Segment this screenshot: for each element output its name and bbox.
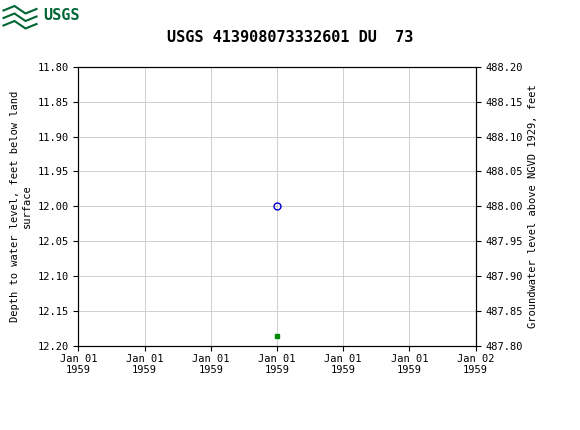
Text: USGS: USGS bbox=[44, 7, 80, 22]
Text: USGS 413908073332601 DU  73: USGS 413908073332601 DU 73 bbox=[167, 30, 413, 45]
Y-axis label: Groundwater level above NGVD 1929, feet: Groundwater level above NGVD 1929, feet bbox=[528, 85, 538, 328]
Y-axis label: Depth to water level, feet below land
surface: Depth to water level, feet below land su… bbox=[10, 91, 32, 322]
FancyBboxPatch shape bbox=[3, 3, 67, 28]
